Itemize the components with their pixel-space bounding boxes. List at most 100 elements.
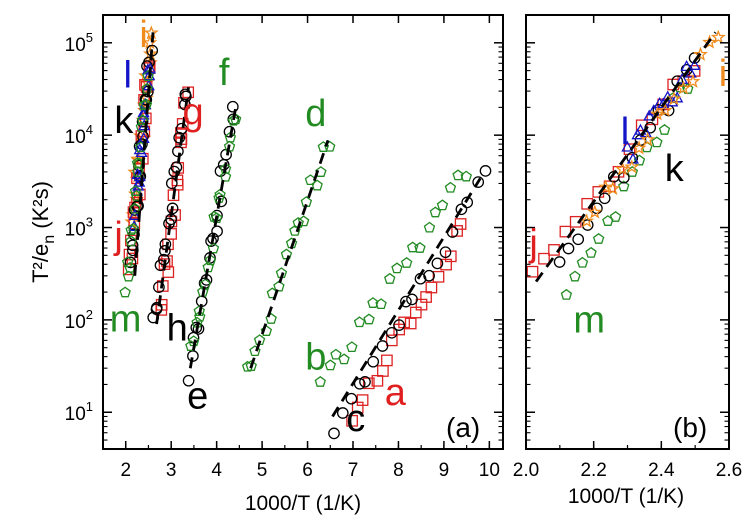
panel-b-x-axis-label: 1000/T (1/K) [568,485,684,508]
data-point-g [176,118,189,130]
data-point-e [205,235,217,247]
data-point-f [207,242,220,254]
data-point-j [538,252,550,265]
series-label-l: l [621,111,629,153]
data-point-c [472,176,485,188]
data-point-l [143,69,156,81]
data-point-m [125,224,137,236]
data-point-b [330,348,342,360]
y-axis-label-units: (K²s) [28,181,53,235]
series-label-a: a [385,372,407,414]
data-point-a [346,414,358,427]
x-tick-label: 2.4 [648,460,675,481]
series-label-g: g [183,92,204,134]
data-point-c [479,165,492,177]
data-point-b [324,359,337,371]
data-point-d [280,248,293,260]
data-point-c [376,340,389,352]
data-point-b [367,297,379,308]
series-label-m: m [110,298,142,340]
data-point-k [553,256,566,268]
series-label-k: k [114,100,134,142]
data-point-m [609,210,622,222]
data-point-b [400,256,413,268]
series-label-j: j [528,222,537,264]
panel-a-axes: 2 3 4 5 6 7 8 9 10 101 102 103 104 105 [65,14,503,481]
data-point-m [682,82,694,94]
panel-b-annotations: i j kl m [528,53,727,341]
data-point-b [353,316,366,328]
data-point-m [651,136,663,148]
data-point-i [143,25,159,40]
data-point-i [675,80,691,95]
data-point-m [121,256,134,268]
series-f [185,113,242,351]
x-tick-label: 2 [120,460,131,481]
data-point-k [139,93,152,106]
data-point-d [260,325,273,336]
series-label-d: d [305,93,326,135]
y-axis-label-main: T²/e [28,244,53,283]
series-label-e: e [187,375,208,417]
panel-a-label: (a) [446,412,480,443]
data-point-m [560,288,573,300]
panel-a-x-axis-label: 1000/T (1/K) [245,492,361,515]
data-point-c [367,355,380,368]
data-point-c [328,427,340,440]
data-point-l [634,123,647,135]
data-point-c [455,203,468,216]
data-point-i [685,73,701,88]
x-tick-label: 8 [393,460,404,481]
data-point-c [336,407,349,419]
fit-line [249,139,330,369]
series-b [314,169,472,387]
data-point-c [431,257,444,270]
data-point-j [592,186,605,198]
data-point-j [635,119,648,132]
series-label-c: c [346,398,365,440]
data-point-j [526,265,539,278]
data-point-b [391,262,403,274]
data-point-i [624,159,640,174]
data-point-l [676,72,689,84]
data-point-f [219,170,232,182]
data-point-i [615,161,630,176]
data-point-m [142,70,154,82]
data-point-m [119,286,131,298]
data-point-m [592,232,605,244]
data-point-b [314,375,326,387]
data-point-m [576,256,589,268]
fit-line [534,31,717,283]
series-label-b: b [305,337,326,379]
data-point-k [562,242,575,255]
data-point-a [451,225,463,237]
data-point-k [128,204,141,216]
data-point-j [623,143,636,156]
series-label-k: k [665,148,685,190]
panel-b-label: (b) [673,412,707,443]
x-tick-label: 3 [166,460,177,481]
y-tick-label: 103 [65,215,93,241]
series-label-l: l [124,54,132,96]
data-point-c [393,319,405,331]
data-point-i [701,34,718,49]
data-point-h [153,281,165,293]
panel-b-axes: 2.0 2.2 2.4 2.6 [513,14,742,481]
data-point-m [132,165,144,177]
data-point-d [249,345,261,357]
data-point-i [640,131,656,147]
x-tick-label: 9 [439,460,450,481]
fit-line [155,87,190,325]
series-a [346,218,467,427]
data-point-d [245,360,257,371]
data-point-i [666,91,682,106]
data-point-d [311,179,323,191]
y-tick-label: 102 [65,307,93,333]
data-point-b [375,298,387,310]
data-point-c [359,375,371,388]
data-point-l [128,208,141,220]
y-tick-label: 105 [65,30,93,56]
data-point-i [693,46,708,61]
y-tick-label: 104 [65,122,93,148]
